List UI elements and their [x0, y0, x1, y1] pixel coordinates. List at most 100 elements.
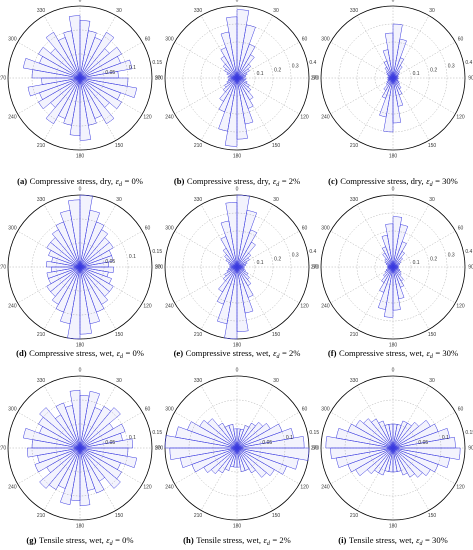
subplot: 0 30 60 90 120 150 180 210 240 270 300 330 0.1 0.2 0.3…	[155, 186, 318, 359]
angle-tick-label: 90	[155, 445, 161, 451]
angle-tick-label: 90	[312, 445, 318, 451]
angle-tick-label: 90	[468, 445, 473, 451]
petal	[385, 223, 394, 268]
subplot: 0 30 60 90 120 150 180 210 240 270 300 330 0.05 0.1 0.…	[0, 186, 162, 359]
petal	[233, 428, 238, 449]
caption-variable: ε	[426, 176, 430, 186]
petal	[392, 260, 402, 268]
outer-circle	[7, 375, 153, 521]
angle-tick-label: 30	[273, 378, 279, 384]
angle-tick-label: 90	[468, 75, 473, 81]
caption: (a) Compressive stress, dry, εd = 0%	[17, 176, 143, 188]
angle-tick-label: 300	[8, 225, 17, 231]
caption-text: Compressive stress, dry,	[187, 176, 270, 186]
radial-tick-label: 0.15	[465, 430, 473, 436]
petal	[384, 266, 394, 274]
petal	[46, 266, 81, 279]
caption-label: (d)	[16, 348, 27, 358]
petal	[187, 421, 238, 449]
angle-tick-label: 300	[321, 36, 330, 42]
petal	[236, 261, 248, 268]
angle-tick-label: 270	[311, 75, 320, 81]
caption: (i) Tensile stress, wet, εd = 30%	[338, 535, 448, 547]
angle-tick-label: 0	[236, 186, 239, 192]
caption-equation: = 0%	[115, 535, 133, 545]
caption: (c) Compressive stress, dry, εd = 30%	[328, 176, 458, 188]
petal	[222, 77, 238, 93]
petal	[381, 266, 394, 283]
grid-spoke	[330, 77, 394, 115]
caption-subscript: d	[276, 354, 280, 360]
petal	[79, 447, 105, 494]
angle-tick-label: 90	[312, 264, 318, 270]
radial-tick-label: 0.3	[292, 253, 299, 259]
petal	[384, 32, 394, 79]
petal	[218, 77, 238, 113]
petal	[236, 72, 248, 79]
caption-subscript: d	[119, 182, 123, 188]
angle-tick-label: 60	[302, 36, 308, 42]
petal	[79, 221, 105, 268]
petal	[79, 241, 114, 268]
caption-equation: = 0%	[125, 348, 143, 358]
subplot: 0 30 60 90 120 150 180 210 240 270 300 330 0.05 0.1 0.…	[311, 367, 473, 546]
subplot: 0 30 60 90 120 150 180 210 240 270 300 330 0.05 0.1 0.…	[0, 367, 162, 546]
angle-tick-label: 120	[143, 114, 152, 120]
angle-tick-label: 60	[458, 406, 464, 412]
angle-tick-label: 330	[37, 197, 46, 203]
grid-spoke	[392, 230, 456, 268]
petal	[207, 418, 238, 449]
angle-tick-label: 240	[321, 303, 330, 309]
angle-tick-label: 330	[37, 378, 46, 384]
angle-tick-label: 30	[429, 378, 435, 384]
angle-tick-label: 180	[233, 523, 242, 529]
angle-tick-label: 30	[116, 378, 122, 384]
petal	[219, 77, 238, 102]
petal	[68, 15, 81, 79]
caption: (e) Compressive stress, wet, εd = 2%	[174, 348, 301, 360]
angle-tick-label: 30	[273, 197, 279, 203]
caption-equation: = 2%	[272, 535, 290, 545]
angle-tick-label: 210	[194, 513, 203, 519]
petal	[363, 418, 394, 449]
petal	[216, 266, 238, 305]
radial-tick-label: 0.2	[274, 67, 281, 73]
petal	[392, 447, 439, 473]
petal	[79, 447, 91, 506]
angle-tick-label: 120	[456, 114, 465, 120]
petal	[68, 199, 81, 268]
caption-text: Compressive stress, wet,	[29, 348, 114, 358]
caption-text: Compressive stress, wet,	[339, 348, 424, 358]
angle-tick-label: 330	[350, 197, 359, 203]
petal	[382, 266, 394, 278]
angle-tick-label: 150	[428, 143, 437, 149]
petal	[34, 447, 81, 473]
radial-tick-label: 0.1	[129, 65, 136, 71]
petal	[385, 266, 394, 271]
angle-tick-label: 90	[312, 75, 318, 81]
caption: (b) Compressive stress, dry, εd = 2%	[174, 176, 300, 188]
caption-label: (h)	[183, 535, 194, 545]
petal	[392, 447, 423, 478]
angle-tick-label: 60	[302, 406, 308, 412]
radial-tick-label: 0.3	[448, 64, 455, 70]
angle-tick-label: 300	[165, 225, 174, 231]
angle-tick-label: 150	[272, 332, 281, 338]
angle-tick-label: 270	[0, 445, 6, 451]
angle-tick-label: 120	[300, 114, 309, 120]
angle-tick-label: 120	[300, 484, 309, 490]
petal	[392, 447, 415, 478]
radial-tick-label: 0.2	[274, 256, 281, 262]
angle-tick-label: 300	[165, 36, 174, 42]
angle-tick-label: 300	[321, 406, 330, 412]
petal	[236, 63, 252, 79]
grid-spoke	[392, 41, 456, 79]
caption-subscript: d	[430, 354, 434, 360]
angle-tick-label: 180	[389, 523, 398, 529]
angle-tick-label: 180	[233, 153, 242, 159]
outer-circle	[7, 5, 153, 151]
grid-spoke	[330, 41, 394, 79]
caption-text: Compressive stress, dry,	[340, 176, 423, 186]
petal	[236, 447, 256, 474]
petal	[236, 257, 250, 268]
